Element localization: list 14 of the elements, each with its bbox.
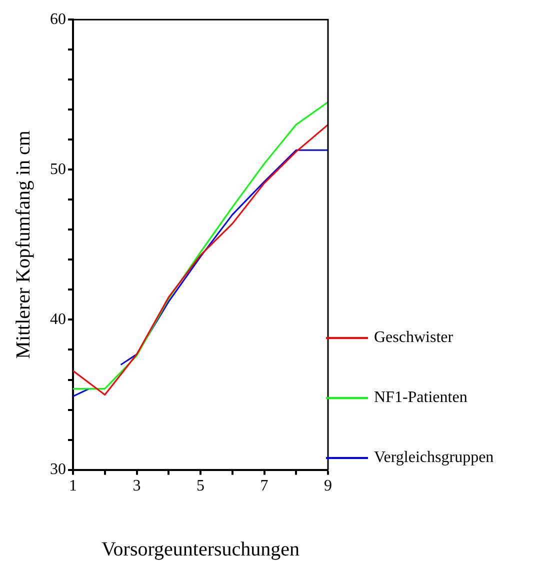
y-tick-label: 60 xyxy=(50,10,66,28)
y-tick-label: 50 xyxy=(50,160,66,178)
x-tick-label: 3 xyxy=(132,478,141,495)
y-tick-label: 30 xyxy=(50,461,66,478)
legend-label: Vergleichsgruppen xyxy=(374,449,494,467)
y-axis-title: Mittlerer Kopfumfang in cm xyxy=(12,130,34,359)
legend-label: Geschwister xyxy=(374,329,454,347)
x-tick-label: 7 xyxy=(260,478,268,495)
y-tick-label: 40 xyxy=(50,310,66,328)
x-tick-label: 1 xyxy=(69,478,77,495)
x-tick-label: 9 xyxy=(324,478,332,495)
x-axis-title: Vorsorgeuntersuchungen xyxy=(101,538,300,560)
legend-label: NF1-Patienten xyxy=(374,389,468,407)
x-tick-label: 5 xyxy=(196,478,204,495)
